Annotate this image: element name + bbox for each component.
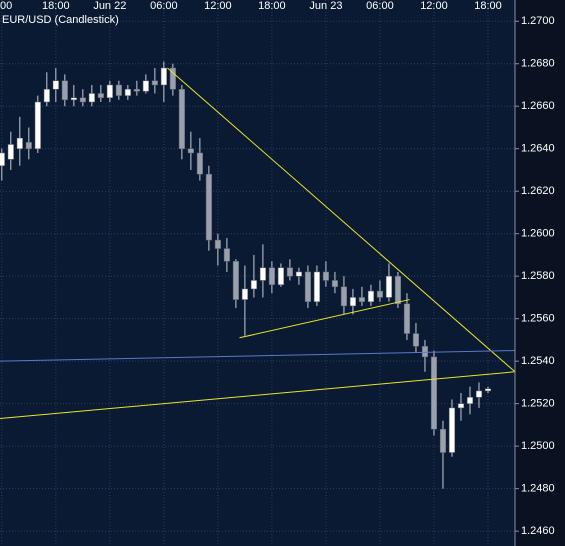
y-tick-label: 1.2700	[521, 15, 555, 27]
x-tick-label: 06:00	[366, 0, 394, 12]
candle-body	[79, 97, 86, 103]
candle-body	[250, 280, 257, 290]
candle-body	[187, 148, 194, 154]
y-tick-label: 1.2460	[521, 525, 555, 537]
plot-background	[0, 0, 515, 546]
candle-body	[457, 403, 465, 409]
y-tick-label: 1.2640	[521, 143, 555, 155]
candle-body	[430, 356, 438, 430]
candle-body	[448, 407, 456, 453]
x-tick-label: 18:00	[42, 0, 70, 12]
candle-body	[277, 267, 284, 285]
x-tick-label: 12:00	[204, 0, 232, 12]
y-tick-label: 1.2660	[521, 100, 555, 112]
candle-body	[439, 428, 447, 453]
candle-body	[133, 88, 140, 92]
candle-body	[34, 101, 41, 149]
candle-body	[367, 290, 374, 302]
candle-body	[25, 142, 32, 149]
candle-body	[169, 67, 176, 90]
candle-body	[160, 67, 167, 86]
x-tick-label: 18:00	[258, 0, 286, 12]
candle-body	[313, 271, 320, 302]
candle-body	[124, 88, 131, 96]
candle-body	[403, 303, 410, 334]
candle-body	[106, 84, 113, 98]
candle-body	[97, 93, 104, 98]
candle-body	[295, 271, 302, 277]
candle-body	[268, 267, 275, 285]
candle-body	[358, 297, 365, 302]
candle-body	[394, 275, 401, 305]
x-tick-label: 00	[0, 0, 12, 12]
trendline	[239, 299, 410, 339]
y-tick-label: 1.2580	[521, 270, 555, 282]
candle-body	[142, 80, 149, 92]
candle-body	[61, 80, 68, 101]
candle-body	[331, 280, 338, 288]
candle-body	[52, 80, 59, 90]
candle-body	[178, 88, 185, 149]
trendline	[0, 350, 516, 362]
y-tick-label: 1.2600	[521, 228, 555, 240]
candle-body	[115, 84, 122, 96]
candle-body	[385, 275, 392, 298]
y-tick-label: 1.2480	[521, 483, 555, 495]
trendline	[0, 371, 516, 420]
candle-body	[88, 93, 95, 103]
candle-body	[7, 144, 14, 160]
y-tick-label: 1.2520	[521, 398, 555, 410]
candle-body	[223, 248, 230, 262]
x-tick-label: 18:00	[474, 0, 502, 12]
candle-body	[205, 173, 212, 241]
candle-body	[241, 288, 248, 300]
candle-body	[322, 271, 329, 281]
candle-body	[349, 297, 356, 307]
candle-body	[484, 388, 492, 392]
y-tick-label: 1.2500	[521, 440, 555, 452]
candle-body	[196, 152, 203, 175]
y-tick-label: 1.2620	[521, 185, 555, 197]
candle-body	[16, 137, 23, 149]
chart-title: EUR/USD (Candlestick)	[2, 14, 119, 26]
x-tick-label: Jun 23	[309, 0, 342, 12]
x-tick-label: 12:00	[420, 0, 448, 12]
candle-body	[466, 397, 474, 404]
candle-body	[304, 271, 311, 302]
trendline	[167, 67, 516, 373]
x-tick-label: 06:00	[150, 0, 178, 12]
candle-body	[232, 261, 239, 300]
candle-body	[421, 346, 429, 358]
candle-body	[376, 290, 383, 298]
y-tick-label: 1.2560	[521, 313, 555, 325]
x-tick-label: Jun 22	[93, 0, 126, 12]
axis-background	[515, 0, 565, 546]
candle-body	[214, 239, 221, 249]
candle-body	[43, 88, 50, 103]
candle-body	[0, 152, 5, 166]
candle-body	[286, 267, 293, 277]
candle-body	[412, 333, 420, 347]
y-tick-label: 1.2540	[521, 355, 555, 367]
candle-body	[475, 390, 483, 398]
candle-body	[340, 286, 347, 307]
candle-body	[70, 97, 77, 101]
candle-body	[259, 267, 266, 281]
candle-body	[151, 80, 158, 86]
y-tick-label: 1.2680	[521, 58, 555, 70]
